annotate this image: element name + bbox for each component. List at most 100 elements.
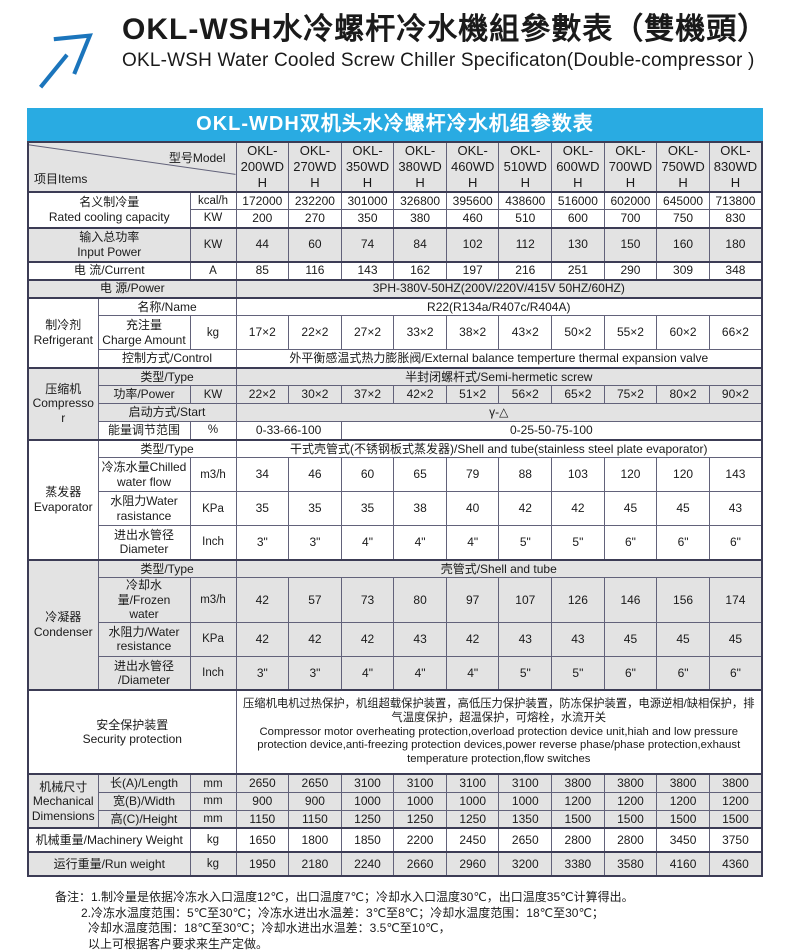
- height-value-cell: 1150: [288, 809, 342, 829]
- evap-diameter-unit-cell: Inch: [189, 525, 237, 561]
- width-value-cell: 900: [288, 791, 342, 811]
- refrigerant-name-grp-cell: 制冷剂 Refrigerant: [27, 296, 99, 369]
- start-mode-lbl-cell: 启动方式/Start: [97, 403, 237, 423]
- cond-water-resistance-unit-cell: KPa: [189, 621, 237, 657]
- length-lbl-cell: 长(A)/Length: [97, 773, 191, 793]
- model-header-model-cell: OKL- 750WDH: [656, 141, 710, 193]
- frozen-water-flow-value-cell: 107: [498, 577, 553, 623]
- height-value-cell: 1500: [551, 809, 605, 829]
- current-unit-cell: A: [189, 260, 237, 281]
- input-power-value-cell: 130: [551, 226, 605, 263]
- rated-cooling-kcal-lbl-cell: 名义制冷量 Rated cooling capacity: [27, 190, 191, 229]
- evap-diameter-value-cell: 5": [551, 525, 605, 561]
- compressor-power-value-cell: 75×2: [603, 385, 658, 405]
- width-value-cell: 1000: [445, 791, 500, 811]
- compressor-power-value-cell: 56×2: [498, 385, 553, 405]
- page-title-en: OKL-WSH Water Cooled Screw Chiller Speci…: [122, 50, 755, 71]
- width-row: 宽(B)/Width mm 900 900 1000 1000 1000 1000 1200 12…: [28, 791, 763, 811]
- cond-diameter-value-cell: 4": [393, 655, 447, 691]
- current-value-cell: 162: [393, 260, 447, 281]
- power-supply-lbl-cell: 电 源/Power: [27, 278, 237, 299]
- compressor-power-value-cell: 30×2: [288, 385, 342, 405]
- evap-water-resistance-value-cell: 43: [708, 491, 763, 527]
- run-weight-value-cell: 4360: [708, 851, 763, 877]
- height-value-cell: 1250: [445, 809, 500, 829]
- evap-diameter-value-cell: 6": [603, 525, 658, 561]
- evaporator-type-lbl-cell: 类型/Type: [97, 438, 237, 459]
- charge-amount-value-cell: 50×2: [551, 315, 605, 351]
- energy-range-unit-cell: %: [189, 421, 237, 441]
- width-lbl-cell: 宽(B)/Width: [97, 791, 191, 811]
- chilled-water-flow-value-cell: 120: [603, 457, 658, 493]
- rated-cooling-kcal-value-cell: 395600: [445, 190, 500, 211]
- evap-diameter-value-cell: 5": [498, 525, 553, 561]
- rated-cooling-kw-value-cell: 270: [288, 209, 342, 229]
- start-mode-row: 启动方式/Start γ-△: [28, 403, 763, 423]
- compressor-power-unit-cell: KW: [189, 385, 237, 405]
- evap-diameter-value-cell: 4": [393, 525, 447, 561]
- energy-range-row: 能量调节范围% 0-33-66-100 0-25-50-75-100: [28, 421, 763, 441]
- width-value-cell: 1200: [551, 791, 605, 811]
- note-cn-line: 2.冷冻水温度范围：5℃至30℃；冷冻水进出水温差：3℃至8℃；冷却水温度范围：…: [81, 905, 604, 920]
- cond-diameter-unit-cell: Inch: [189, 655, 237, 691]
- cond-water-resistance-value-cell: 45: [656, 621, 710, 657]
- length-value-cell: 2650: [235, 773, 290, 793]
- rated-cooling-kw-value-cell: 700: [603, 209, 658, 229]
- rated-cooling-kcal-value-cell: 301000: [340, 190, 395, 211]
- width-unit-cell: mm: [189, 791, 237, 811]
- height-value-cell: 1250: [393, 809, 447, 829]
- rated-cooling-kw-value-cell: 380: [393, 209, 447, 229]
- input-power-value-cell: 102: [445, 226, 500, 263]
- width-value-cell: 1200: [603, 791, 658, 811]
- frozen-water-flow-value-cell: 146: [603, 577, 658, 623]
- compressor-type-lbl-cell: 类型/Type: [97, 366, 237, 387]
- evap-diameter-value-cell: 4": [445, 525, 500, 561]
- machinery-weight-lbl-cell: 机械重量/Machinery Weight: [27, 827, 191, 853]
- compressor-power-row: 功率/Power KW 22×2 30×2 37×2 42×2 51×2 56×2 65×2 75…: [28, 385, 763, 405]
- compressor-power-value-cell: 90×2: [708, 385, 763, 405]
- title-block: OKL-WSH水冷螺杆冷水機組參數表（雙機頭） OKL-WSH Water Co…: [122, 12, 768, 72]
- refrigerant-name-row: 制冷剂 Refrigerant 名称/Name R22(R134a/R407c/R40…: [27, 296, 763, 369]
- length-value-cell: 2650: [288, 773, 342, 793]
- cond-diameter-value-cell: 6": [708, 655, 763, 691]
- charge-amount-value-cell: 66×2: [708, 315, 763, 351]
- rated-cooling-kw-value-cell: 460: [445, 209, 500, 229]
- notes-cn: 备注：1.制冷量是依据冷冻水入口温度12℃，出口温度7℃；冷却水入口温度30℃，…: [55, 890, 785, 952]
- evap-diameter-row: 进出水管径 Diameter Inch 3" 3" 4" 4" 4" 5" 5" 6" 6" 6": [28, 525, 763, 561]
- energy-range-lbl-cell: 能量调节范围: [97, 421, 191, 441]
- rated-cooling-kcal-value-cell: 516000: [551, 190, 605, 211]
- cond-diameter-value-cell: 6": [656, 655, 710, 691]
- height-value-cell: 1250: [340, 809, 395, 829]
- current-value-cell: 290: [603, 260, 658, 281]
- model-header-model-cell: OKL- 380WDH: [393, 141, 447, 193]
- cond-diameter-value-cell: 5": [551, 655, 605, 691]
- cond-water-resistance-value-cell: 43: [498, 621, 553, 657]
- model-header-corner-cell: 项目Items 型号Model: [27, 141, 237, 193]
- chilled-water-flow-lbl-cell: 冷冻水量Chilled water flow: [97, 457, 191, 493]
- rated-cooling-kcal-value-cell: 602000: [603, 190, 658, 211]
- rated-cooling-kw-unit-cell: KW: [189, 209, 237, 229]
- power-supply-row: 电 源/Power 3PH-380V-50HZ(200V/220V/415V 50…: [27, 278, 763, 299]
- run-weight-row: 运行重量/Run weight kg 1950 2180 2240 2660 2960 320…: [27, 851, 763, 877]
- input-power-value-cell: 44: [235, 226, 290, 263]
- run-weight-value-cell: 2180: [288, 851, 342, 877]
- cond-water-resistance-value-cell: 43: [393, 621, 447, 657]
- rated-cooling-kcal-value-cell: 713800: [708, 190, 763, 211]
- machinery-weight-unit-cell: kg: [189, 827, 237, 853]
- control-value-cell: 外平衡感温式热力膨胀阀/External balance temperture …: [235, 349, 763, 369]
- cond-diameter-value-cell: 4": [340, 655, 395, 691]
- note-cn-line: 备注：1.制冷量是依据冷冻水入口温度12℃，出口温度7℃；冷却水入口温度30℃，…: [55, 890, 634, 905]
- rated-cooling-kw-value-cell: 200: [235, 209, 290, 229]
- corner-model-label: 型号Model: [168, 151, 226, 165]
- rated-cooling-kcal-value-cell: 326800: [393, 190, 447, 211]
- model-header-model-cell: OKL- 270WDH: [288, 141, 342, 193]
- frozen-water-flow-value-cell: 80: [393, 577, 447, 623]
- note-cn-line: 以上可根据客户要求来生产定做。: [88, 936, 269, 951]
- machinery-weight-value-cell: 2800: [551, 827, 605, 853]
- frozen-water-flow-value-cell: 57: [288, 577, 342, 623]
- rated-cooling-kcal-value-cell: 645000: [656, 190, 710, 211]
- rated-cooling-kcal-unit-cell: kcal/h: [189, 190, 237, 211]
- evap-water-resistance-value-cell: 40: [445, 491, 500, 527]
- compressor-power-lbl-cell: 功率/Power: [97, 385, 191, 405]
- height-value-cell: 1150: [235, 809, 290, 829]
